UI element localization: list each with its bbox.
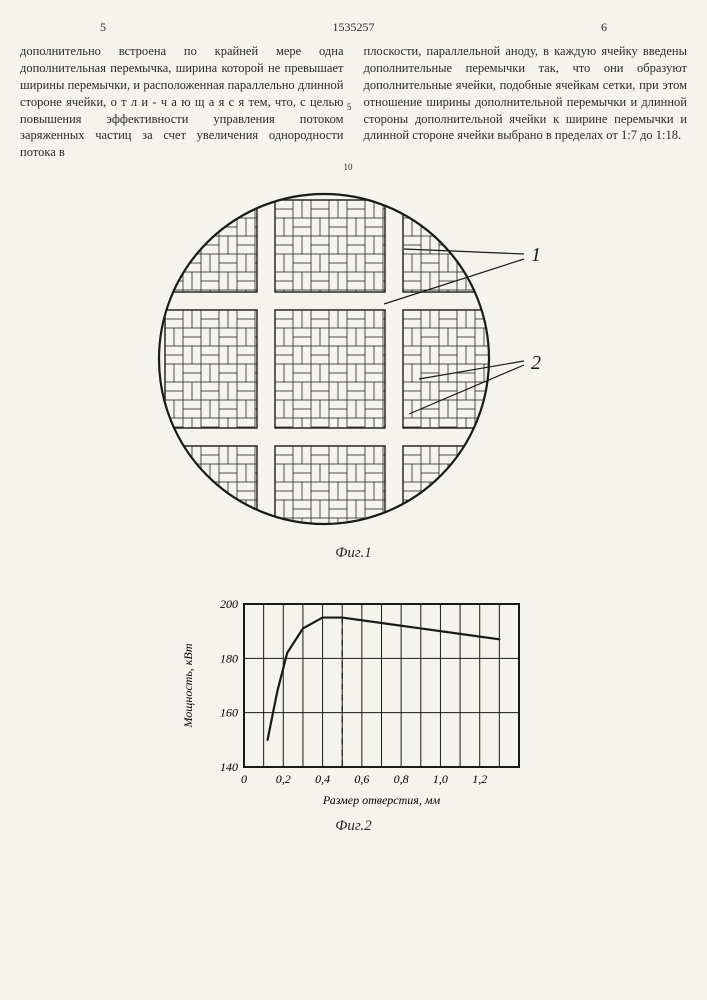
body-columns: дополнительно встроена по крайней мере о… [20, 43, 687, 161]
fig2-caption: Фиг.2 [20, 818, 687, 835]
svg-text:1: 1 [531, 244, 541, 266]
svg-text:0,8: 0,8 [393, 772, 408, 786]
column-right: плоскости, параллельной аноду, в каждую … [364, 43, 688, 161]
svg-text:140: 140 [220, 760, 238, 774]
svg-text:1,2: 1,2 [472, 772, 487, 786]
page-num-left: 5 [100, 20, 106, 35]
figure-1: 12 Фиг.1 [20, 179, 687, 562]
svg-text:Размер отверстия, мм: Размер отверстия, мм [321, 793, 440, 807]
svg-text:0,2: 0,2 [275, 772, 290, 786]
fig1-svg: 12 [144, 179, 564, 539]
fig1-caption: Фиг.1 [20, 545, 687, 562]
margin-num-10: 10 [343, 161, 352, 173]
page-num-right: 6 [601, 20, 607, 35]
col-left-text: дополнительно встроена по крайней мере о… [20, 44, 344, 159]
column-left: дополнительно встроена по крайней мере о… [20, 43, 344, 161]
col-right-text: плоскости, параллельной аноду, в каждую … [364, 44, 688, 142]
svg-text:200: 200 [220, 597, 238, 611]
svg-text:1,0: 1,0 [432, 772, 447, 786]
figure-2: 0 0,2 0,4 0,6 0,8 1,0 1,2 140 160 180 200 Мощность,… [20, 592, 687, 835]
svg-text:160: 160 [220, 706, 238, 720]
svg-text:2: 2 [531, 352, 541, 374]
svg-text:180: 180 [220, 651, 238, 665]
margin-num-5: 5 [347, 101, 352, 113]
svg-text:0: 0 [241, 772, 247, 786]
svg-text:0,4: 0,4 [315, 772, 330, 786]
doc-number: 1535257 [333, 20, 375, 35]
svg-text:0,6: 0,6 [354, 772, 369, 786]
fig2-svg: 0 0,2 0,4 0,6 0,8 1,0 1,2 140 160 180 200 Мощность,… [174, 592, 534, 812]
svg-text:Мощность, кВт: Мощность, кВт [181, 643, 195, 728]
page-header: 5 1535257 6 [20, 20, 687, 35]
